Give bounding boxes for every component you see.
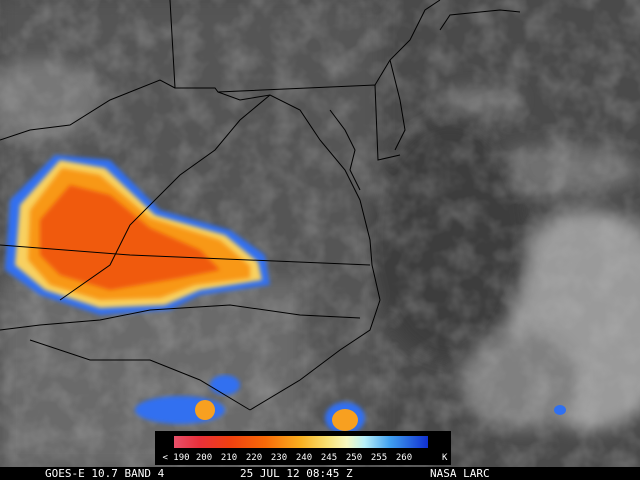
colorbar-label: < 190 [162, 453, 189, 463]
colorbar-label: 260 [396, 453, 412, 463]
colorbar-label: 220 [246, 453, 262, 463]
colorbar-label: 210 [221, 453, 237, 463]
colorbar-label: 240 [296, 453, 312, 463]
credit-label: NASA LARC [430, 467, 490, 480]
colorbar-gradient [174, 436, 428, 448]
time-label: 25 JUL 12 08:45 Z [240, 467, 353, 480]
borders [0, 0, 521, 411]
colorbar: < 190 200 210 220 230 240 245 250 255 260 K [155, 431, 451, 465]
colorbar-unit: K [442, 453, 448, 463]
footer-bar [0, 467, 640, 480]
colorbar-label: 255 [371, 453, 387, 463]
colorbar-label: 230 [271, 453, 287, 463]
satellite-label: GOES-E 10.7 BAND 4 [45, 467, 165, 480]
colorbar-label: 200 [196, 453, 212, 463]
colorbar-label: 245 [321, 453, 337, 463]
colorbar-label: 250 [346, 453, 362, 463]
storm [5, 155, 566, 434]
